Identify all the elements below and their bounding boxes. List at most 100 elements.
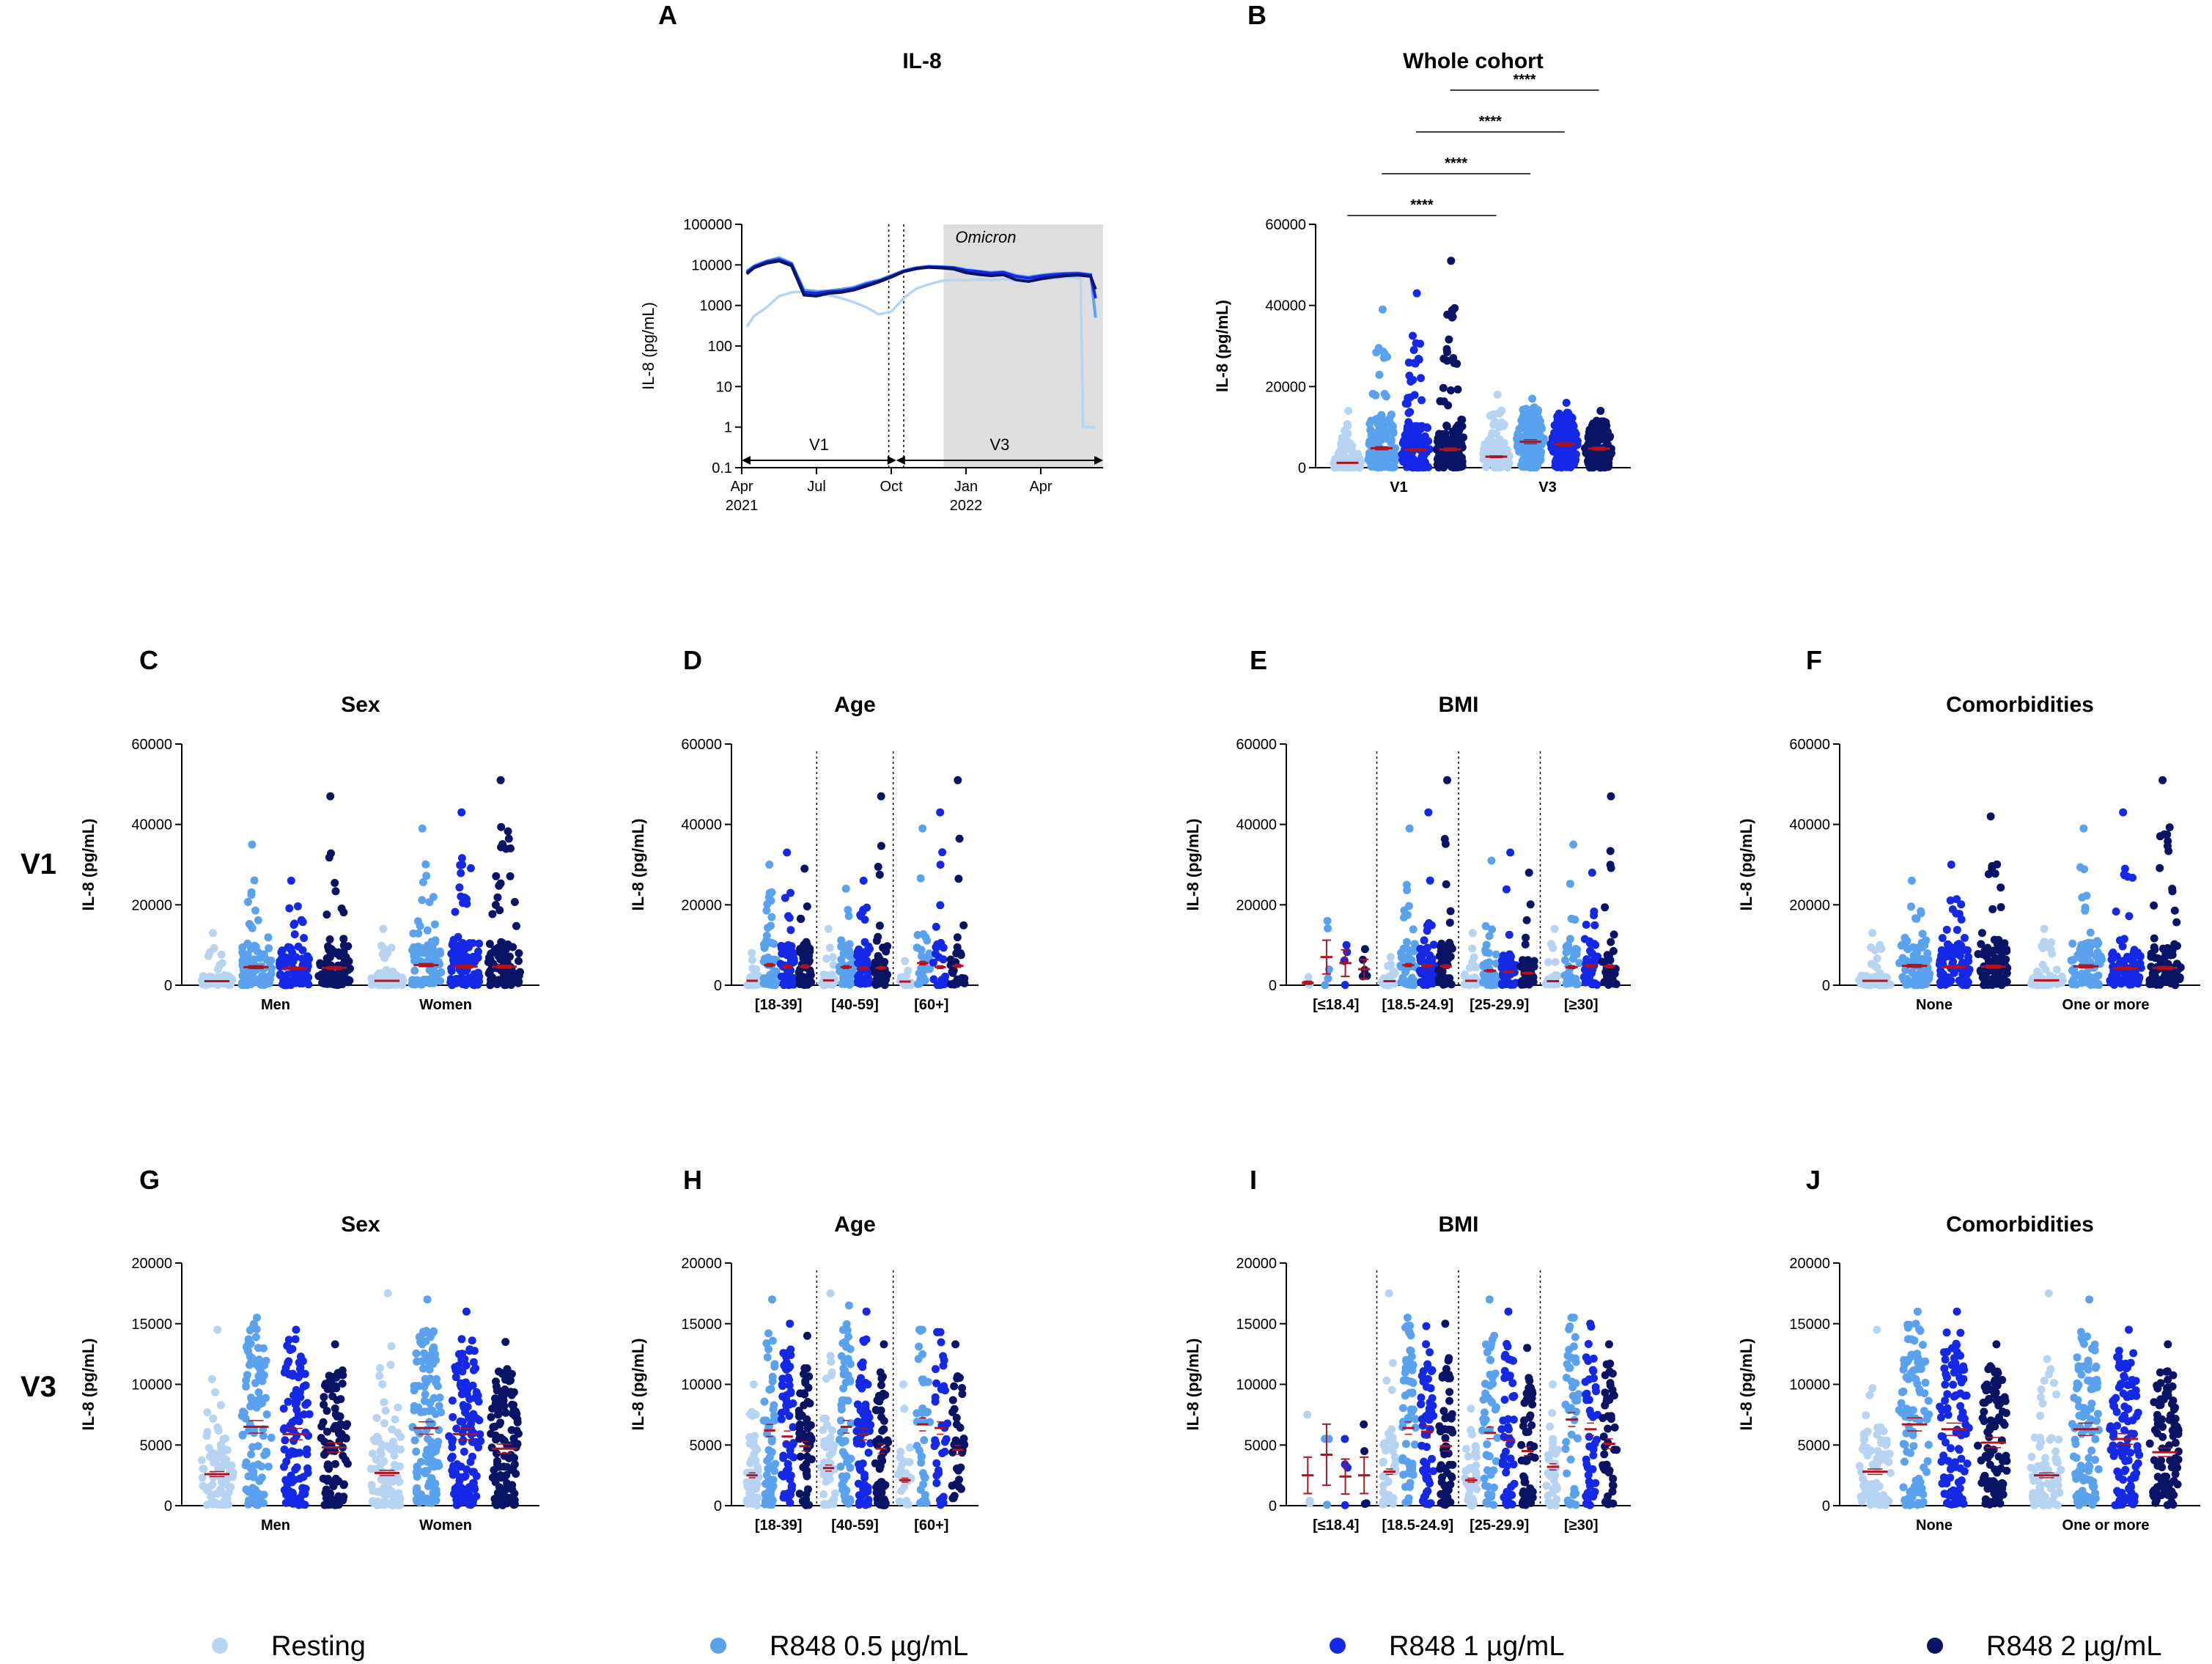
panel-g-ytick-label: 5000 xyxy=(140,1437,173,1454)
panel-g-point-0 xyxy=(393,1473,402,1481)
panel-h-point-3 xyxy=(880,1425,888,1434)
panel-h-point-2 xyxy=(778,1392,787,1401)
panel-g-point-2 xyxy=(462,1307,471,1316)
panel-f-point-2 xyxy=(1947,861,1955,869)
panel-h-point-2 xyxy=(786,1319,795,1328)
panel-b-point-3 xyxy=(1605,451,1614,460)
panel-b-point-1 xyxy=(1529,419,1537,428)
panel-b-point-2 xyxy=(1417,374,1425,383)
panel-e-point-2 xyxy=(1429,940,1438,949)
panel-c-point-2 xyxy=(447,979,455,988)
panel-d-point-1 xyxy=(915,979,923,988)
panel-f-ytick-label: 20000 xyxy=(1789,897,1830,913)
panel-g-point-1 xyxy=(412,1447,421,1456)
panel-e-point-3 xyxy=(1438,967,1447,976)
panel-f-point-0 xyxy=(1870,961,1879,970)
panel-h-point-3 xyxy=(874,1495,882,1503)
panel-c-point-1 xyxy=(422,872,431,880)
panel-g-point-1 xyxy=(423,1295,432,1304)
panel-b-point-1 xyxy=(1366,426,1375,435)
panel-g-point-1 xyxy=(243,1371,251,1380)
panel-c-point-0 xyxy=(385,980,394,989)
panel-f-point-3 xyxy=(2165,823,2174,832)
panel-e-point-2 xyxy=(1423,927,1431,935)
panel-g-point-0 xyxy=(377,1486,386,1495)
panel-g-point-0 xyxy=(198,1473,207,1482)
panel-h-point-0 xyxy=(753,1462,762,1471)
panel-g-point-0 xyxy=(222,1481,231,1489)
panel-a-xtick-label: Jul xyxy=(807,479,826,495)
panel-h-point-2 xyxy=(862,1335,871,1344)
panel-f-point-0 xyxy=(2048,949,2057,958)
panel-g-ytick-label: 15000 xyxy=(131,1317,172,1333)
panel-b-point-1 xyxy=(1379,353,1388,362)
panel-g-point-2 xyxy=(449,1413,457,1421)
panel-e-point-2 xyxy=(1585,939,1594,948)
panel-g-point-0 xyxy=(223,1474,232,1483)
panel-b-point-1 xyxy=(1533,408,1542,416)
panel-e-point-1 xyxy=(1406,948,1414,957)
panel-c-point-1 xyxy=(418,896,427,905)
panel-g-point-2 xyxy=(298,1369,306,1378)
panel-b-point-1 xyxy=(1376,458,1385,467)
panel-g-point-0 xyxy=(383,1289,392,1297)
panel-f-point-1 xyxy=(2086,957,2095,966)
panel-g-point-3 xyxy=(494,1410,503,1418)
panel-d-point-2 xyxy=(864,942,873,951)
panel-h-point-2 xyxy=(785,1376,794,1384)
panel-e-group-label: [≤18.4] xyxy=(1313,997,1359,1013)
panel-g-point-2 xyxy=(468,1336,476,1345)
panel-d-point-0 xyxy=(825,943,834,952)
panel-d-point-2 xyxy=(929,975,938,984)
panel-e-point-1 xyxy=(1564,940,1572,949)
panel-a-xtick-label: Jan xyxy=(954,479,978,495)
panel-d-point-3 xyxy=(803,976,811,985)
panel-d-point-1 xyxy=(764,893,773,902)
panel-h-point-3 xyxy=(872,1488,881,1497)
panel-c-point-3 xyxy=(509,943,517,951)
panel-g-point-2 xyxy=(457,1383,465,1391)
panel-d-point-3 xyxy=(806,968,814,976)
panel-c-point-3 xyxy=(331,887,340,896)
panel-g-point-3 xyxy=(339,1451,347,1460)
panel-f-point-2 xyxy=(2123,952,2131,961)
panel-b-point-3 xyxy=(1453,385,1462,394)
panel-g-ytick-label: 0 xyxy=(164,1498,172,1514)
panel-e-point-2 xyxy=(1505,950,1514,959)
panel-f-point-1 xyxy=(2082,939,2091,948)
panel-g-point-3 xyxy=(336,1395,345,1404)
panel-g-point-3 xyxy=(323,1427,331,1436)
panel-g-point-0 xyxy=(377,1467,386,1476)
panel-c-point-2 xyxy=(280,981,289,990)
panel-c-point-3 xyxy=(504,979,513,987)
panel-g-point-2 xyxy=(472,1472,481,1481)
panel-b-point-3 xyxy=(1436,397,1445,405)
panel-c-point-3 xyxy=(344,978,353,987)
panel-c-point-0 xyxy=(377,980,386,988)
panel-c-point-1 xyxy=(419,877,427,886)
panel-e-point-3 xyxy=(1610,930,1618,939)
panel-f-point-1 xyxy=(2094,939,2103,947)
panel-g-point-2 xyxy=(460,1403,468,1412)
panel-d-point-3 xyxy=(954,875,963,883)
panel-d-point-1 xyxy=(917,946,926,954)
panel-e-point-2 xyxy=(1342,940,1351,949)
panel-f-point-1 xyxy=(2070,968,2079,977)
panel-d-point-1 xyxy=(835,962,844,971)
panel-g-point-3 xyxy=(332,1501,341,1509)
panel-h-point-0 xyxy=(819,1490,828,1498)
panel-e-point-1 xyxy=(1487,856,1496,865)
panel-g-letter: G xyxy=(139,1165,160,1195)
significance-label: **** xyxy=(1445,155,1467,172)
panel-d-ytick-label: 0 xyxy=(714,978,722,994)
panel-d-letter: D xyxy=(683,645,702,675)
panel-a-ytick-label: 1000 xyxy=(700,298,733,314)
panel-e-point-2 xyxy=(1341,981,1349,990)
panel-d-point-3 xyxy=(803,902,811,910)
panel-a-ytick-label: 100 xyxy=(708,339,732,355)
panel-b-point-1 xyxy=(1391,444,1400,452)
panel-c-point-2 xyxy=(293,902,302,910)
panel-d-point-1 xyxy=(837,942,846,951)
